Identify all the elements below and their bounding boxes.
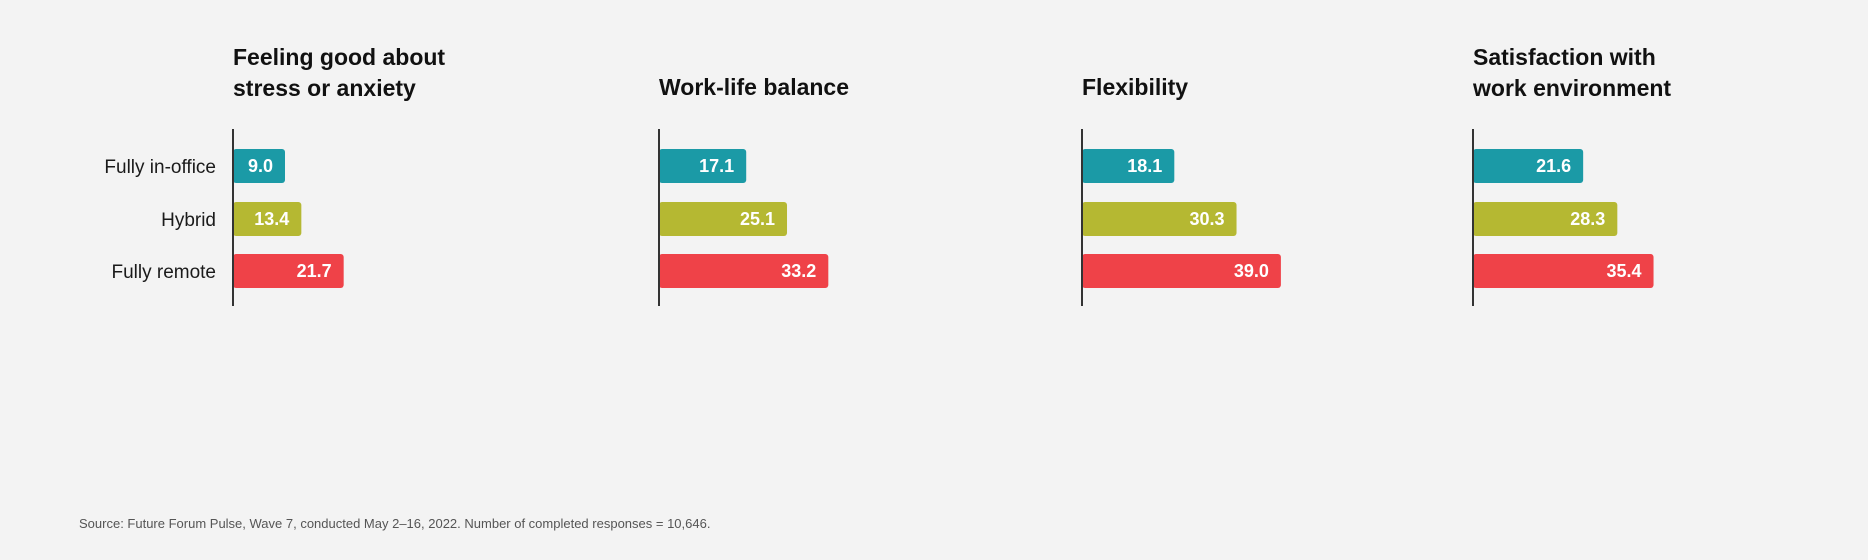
bar xyxy=(233,149,285,183)
bar xyxy=(1473,202,1618,236)
bar-value-label: 13.4 xyxy=(254,209,289,229)
panel-title: Feeling good about xyxy=(233,44,445,70)
bar xyxy=(1473,149,1584,183)
bar-value-label: 39.0 xyxy=(1234,261,1269,281)
bar-value-label: 28.3 xyxy=(1570,209,1605,229)
bar xyxy=(1473,254,1654,288)
bar xyxy=(233,202,302,236)
bar xyxy=(659,202,788,236)
panel-title: Flexibility xyxy=(1082,74,1188,100)
bar xyxy=(659,254,829,288)
panel-title: Work-life balance xyxy=(659,74,849,100)
bar xyxy=(1082,149,1175,183)
category-label: Fully in-office xyxy=(104,157,216,178)
panel-title: work environment xyxy=(1472,75,1671,101)
bar-value-label: 35.4 xyxy=(1606,261,1641,281)
bar xyxy=(659,149,747,183)
category-label: Fully remote xyxy=(111,262,216,283)
bar-value-label: 30.3 xyxy=(1189,209,1224,229)
bar xyxy=(1082,254,1281,288)
panel-title: stress or anxiety xyxy=(233,75,416,101)
bar-value-label: 21.7 xyxy=(297,261,332,281)
bar xyxy=(233,254,344,288)
bar-value-label: 18.1 xyxy=(1127,156,1162,176)
panel-title: Satisfaction with xyxy=(1473,44,1656,70)
bar-value-label: 25.1 xyxy=(740,209,775,229)
bar xyxy=(1082,202,1237,236)
source-note: Source: Future Forum Pulse, Wave 7, cond… xyxy=(79,516,711,531)
bar-value-label: 17.1 xyxy=(699,156,734,176)
bar-value-label: 33.2 xyxy=(781,261,816,281)
bar-value-label: 9.0 xyxy=(248,156,273,176)
bar-value-label: 21.6 xyxy=(1536,156,1571,176)
category-label: Hybrid xyxy=(161,210,216,231)
